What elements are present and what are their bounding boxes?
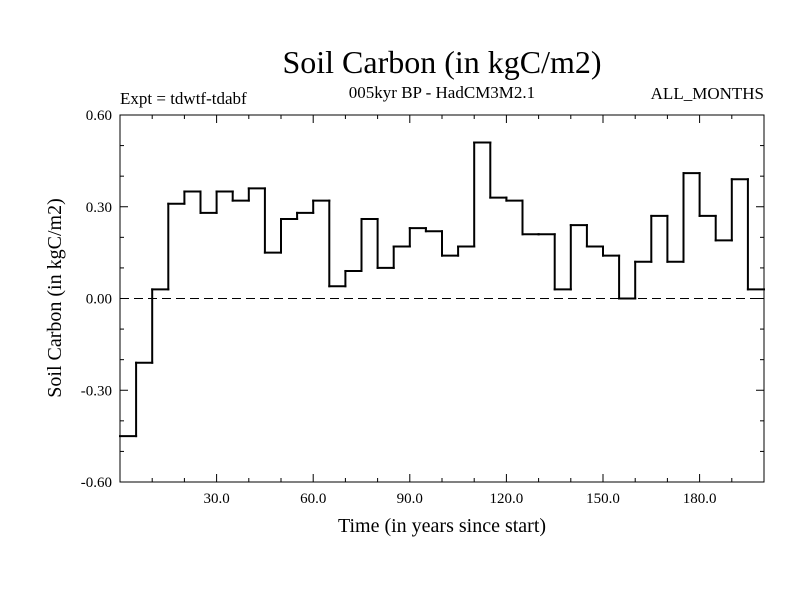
experiment-label: Expt = tdwtf-tdabf: [120, 89, 247, 108]
period-label: ALL_MONTHS: [651, 84, 764, 103]
x-tick-label: 150.0: [586, 491, 620, 507]
series: [119, 141, 765, 438]
chart-title: Soil Carbon (in kgC/m2): [282, 44, 601, 80]
axes: [119, 114, 765, 483]
x-tick-label: 120.0: [490, 491, 524, 507]
y-tick-label: 0.30: [86, 200, 112, 216]
x-axis-label: Time (in years since start): [338, 515, 546, 537]
y-tick-label: 0.00: [86, 292, 112, 308]
x-tick-label: 60.0: [300, 491, 326, 507]
x-tick-label: 90.0: [397, 491, 423, 507]
x-tick-label: 30.0: [203, 491, 229, 507]
y-tick-label: -0.30: [81, 383, 112, 399]
y-tick-label: -0.60: [81, 475, 112, 491]
x-tick-label: 180.0: [683, 491, 717, 507]
chart-subtitle: 005kyr BP - HadCM3M2.1: [349, 83, 535, 102]
y-axis-label: Soil Carbon (in kgC/m2): [44, 198, 66, 397]
tick-labels: 30.0 60.0 90.0 120.0 150.0 180.0 -0.60 -0.30 0.0…: [81, 108, 717, 507]
y-tick-label: 0.60: [86, 108, 112, 124]
